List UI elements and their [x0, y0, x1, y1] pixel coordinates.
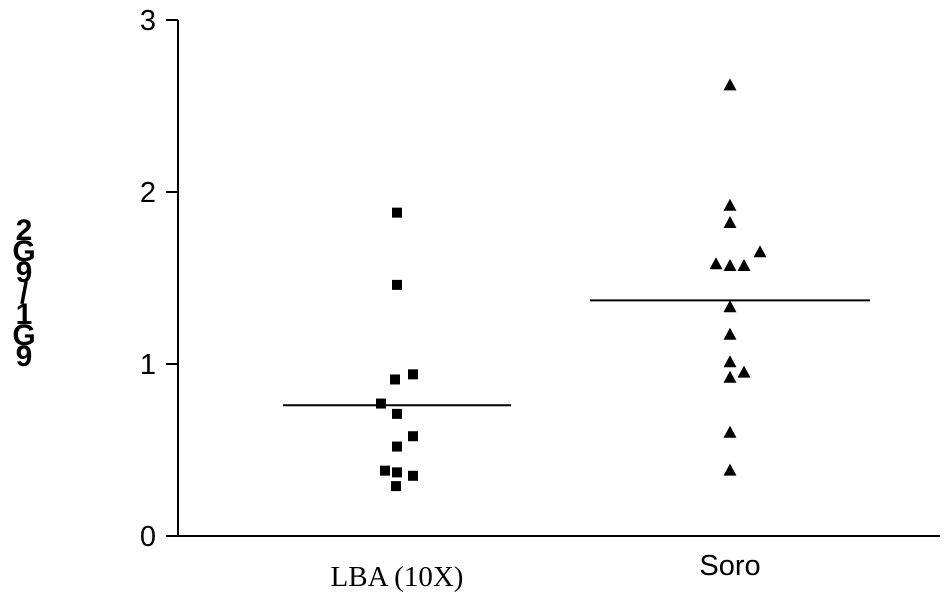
- x-category-label: LBA (10X): [331, 561, 464, 593]
- y-label-glyph: 1: [16, 298, 33, 331]
- data-point-square: [408, 369, 418, 380]
- y-label-glyph: /: [20, 277, 29, 310]
- y-axis-ticks: 0 1 2 3: [140, 5, 178, 553]
- data-point-square: [408, 470, 418, 481]
- data-point-triangle: [723, 425, 737, 438]
- data-point-triangle: [723, 258, 737, 271]
- data-point-triangle: [723, 327, 737, 340]
- y-label-glyph: 2: [16, 214, 33, 247]
- data-point-square: [392, 441, 402, 452]
- data-point-square: [408, 431, 418, 442]
- y-tick-label: 2: [140, 177, 156, 209]
- x-axis-category-labels: LBA (10X) Soro: [331, 550, 761, 593]
- data-point-triangle: [753, 245, 767, 258]
- y-label-glyph: G: [12, 235, 35, 268]
- median-lines: [283, 299, 870, 407]
- data-point-square: [390, 374, 400, 385]
- data-point-square: [392, 467, 402, 478]
- y-tick-label: 1: [140, 349, 156, 381]
- y-label-glyph: G: [12, 319, 35, 352]
- y-label-glyph: 9: [16, 256, 33, 289]
- y-tick-label: 3: [140, 5, 156, 37]
- data-point-square: [376, 398, 386, 409]
- y-axis-label: 2G9/1G9: [12, 214, 35, 373]
- data-point-square: [380, 465, 390, 476]
- data-points: [376, 78, 767, 492]
- x-category-label: Soro: [699, 550, 760, 582]
- y-tick-label: 0: [140, 521, 156, 553]
- y-label-glyph: 9: [16, 340, 33, 373]
- data-point-triangle: [723, 78, 737, 91]
- data-point-square: [391, 481, 401, 492]
- data-point-triangle: [709, 257, 723, 270]
- data-point-triangle: [723, 355, 737, 368]
- data-point-triangle: [723, 198, 737, 211]
- data-point-square: [392, 207, 402, 218]
- data-point-triangle: [737, 365, 751, 378]
- data-point-triangle: [723, 300, 737, 313]
- data-point-square: [392, 408, 402, 419]
- data-point-square: [392, 279, 402, 290]
- data-point-triangle: [723, 370, 737, 383]
- data-point-triangle: [723, 463, 737, 476]
- data-point-triangle: [737, 258, 751, 271]
- data-point-triangle: [723, 215, 737, 228]
